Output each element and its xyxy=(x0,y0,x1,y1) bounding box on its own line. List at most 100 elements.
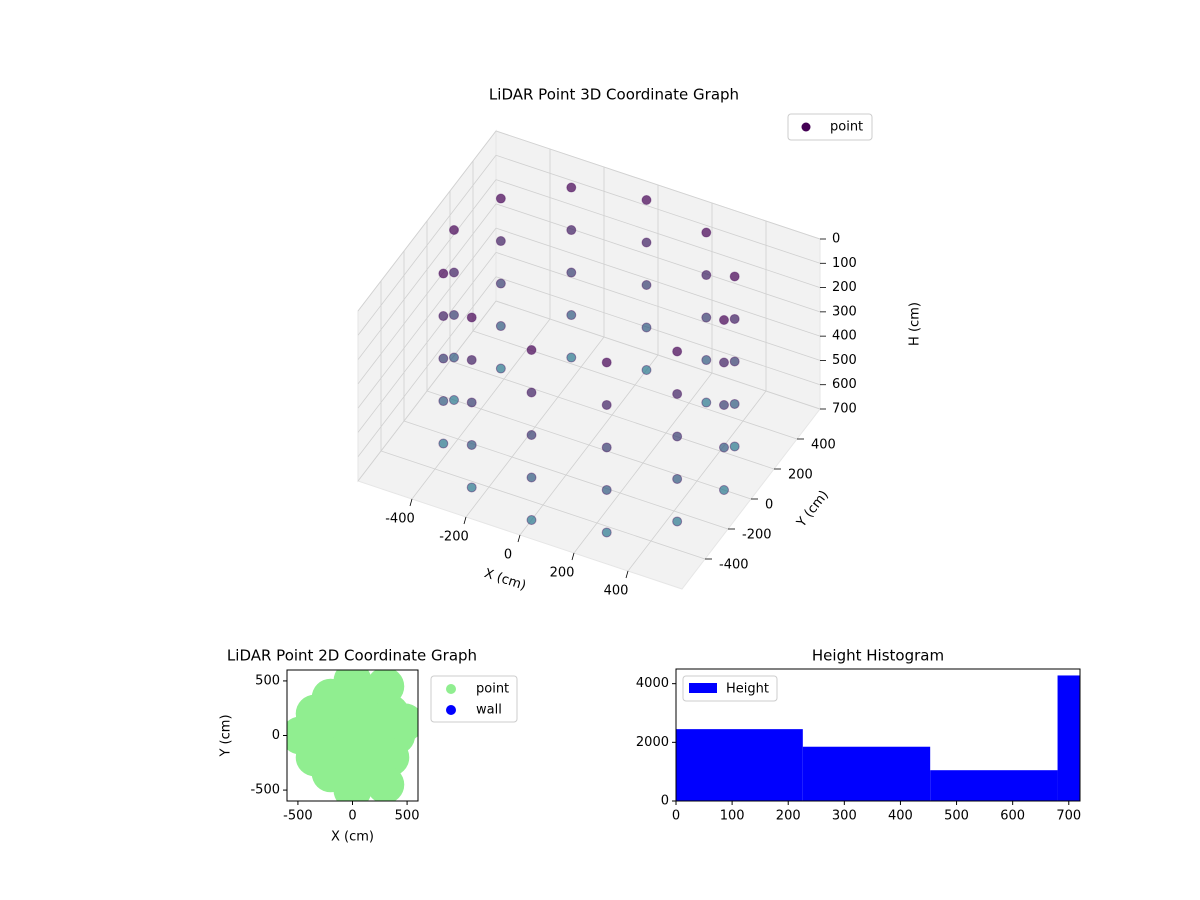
grid-line xyxy=(495,227,821,337)
point xyxy=(526,430,537,440)
point xyxy=(526,515,537,525)
point xyxy=(466,397,477,408)
legend-marker xyxy=(446,684,456,694)
z-tick-label: 100 xyxy=(832,256,857,271)
x-tick-label: -500 xyxy=(283,809,313,824)
point xyxy=(641,280,652,290)
point xyxy=(438,311,449,322)
legend-box xyxy=(787,113,873,141)
x-tick-label: 300 xyxy=(832,809,857,824)
x-tick-label: 600 xyxy=(1000,809,1025,824)
z-tick-label: 700 xyxy=(832,402,857,417)
x-tick-label: -400 xyxy=(385,512,415,527)
point xyxy=(601,357,612,368)
bar xyxy=(802,746,931,801)
y-tick-label: 0 xyxy=(661,794,669,809)
bar xyxy=(676,729,803,801)
z-tick-label: 400 xyxy=(832,329,857,344)
legend-label: wall xyxy=(476,703,502,718)
x-tick-label: 200 xyxy=(776,809,801,824)
x-axis-label: X (cm) xyxy=(331,830,374,845)
y-axis-label: Y (cm) xyxy=(219,714,234,757)
point xyxy=(526,345,537,355)
point xyxy=(438,353,449,364)
point xyxy=(719,357,729,368)
point xyxy=(641,237,652,248)
tick-mark xyxy=(571,552,575,561)
point xyxy=(466,312,477,323)
grid-line xyxy=(495,203,821,313)
y-tick-label: -500 xyxy=(250,783,280,798)
grid-line xyxy=(495,154,821,264)
y-tick-label: 200 xyxy=(788,468,813,483)
point xyxy=(672,473,683,484)
point xyxy=(449,395,459,405)
bar xyxy=(1057,675,1080,801)
z-tick-label: 500 xyxy=(832,353,857,368)
grid-line xyxy=(357,276,497,457)
point xyxy=(701,355,712,366)
point xyxy=(701,270,712,281)
x-tick-label: 500 xyxy=(395,809,420,824)
point xyxy=(449,267,459,278)
grid-line xyxy=(495,300,821,410)
y-tick-label: 400 xyxy=(811,438,836,453)
point xyxy=(601,527,612,538)
legend-box xyxy=(682,675,778,702)
point xyxy=(701,312,712,323)
x-axis-label: X (cm) xyxy=(482,566,528,594)
point xyxy=(601,484,612,495)
x-tick-label: 700 xyxy=(1056,809,1081,824)
bar xyxy=(930,770,1058,801)
y-axis-label: Y (cm) xyxy=(794,488,832,531)
grid-line xyxy=(357,155,497,336)
grid-line xyxy=(357,179,497,360)
point xyxy=(672,388,683,399)
point xyxy=(641,365,652,375)
point xyxy=(449,225,459,235)
chart-title: LiDAR Point 3D Coordinate Graph xyxy=(489,86,739,104)
point xyxy=(495,363,506,374)
point xyxy=(385,703,418,742)
y-tick-label: -200 xyxy=(742,528,772,543)
point xyxy=(566,267,577,278)
z-tick-label: 0 xyxy=(832,232,840,247)
z-tick-label: 200 xyxy=(832,280,857,295)
legend-box xyxy=(430,675,518,723)
y-tick-label: -400 xyxy=(719,558,749,573)
point xyxy=(526,387,537,398)
x-tick-label: 500 xyxy=(944,809,969,824)
point xyxy=(449,310,459,320)
point xyxy=(701,227,712,238)
point xyxy=(719,315,729,325)
z-tick-label: 600 xyxy=(832,377,857,392)
grid-line xyxy=(472,330,798,440)
chart-title: LiDAR Point 2D Coordinate Graph xyxy=(227,647,477,665)
grid-line xyxy=(403,420,729,530)
grid-line xyxy=(380,450,706,560)
point xyxy=(466,354,477,365)
point xyxy=(287,716,320,755)
point xyxy=(366,765,405,801)
point xyxy=(495,236,506,247)
point xyxy=(366,670,405,706)
point xyxy=(495,193,506,204)
x-tick-label: 400 xyxy=(888,809,913,824)
legend-label: point xyxy=(476,682,509,697)
point xyxy=(333,670,372,700)
x-tick-label: 100 xyxy=(720,809,745,824)
grid-line xyxy=(426,390,752,500)
tick-mark xyxy=(625,570,629,579)
point xyxy=(333,771,372,801)
axes-frame xyxy=(675,668,1081,802)
chart-title: Height Histogram xyxy=(812,647,944,665)
legend-marker xyxy=(689,683,717,693)
point xyxy=(438,268,449,279)
point xyxy=(438,396,449,407)
point xyxy=(495,278,506,289)
z-tick-label: 300 xyxy=(832,304,857,319)
y-tick-label: 0 xyxy=(765,498,773,513)
x-tick-label: 200 xyxy=(550,566,575,581)
legend-label: point xyxy=(830,120,863,135)
